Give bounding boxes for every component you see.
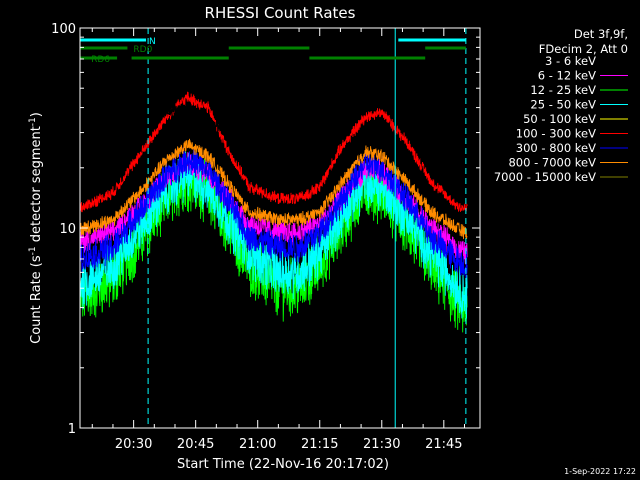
series-line [80, 91, 468, 213]
legend-entry-label: 800 - 7000 keV [508, 156, 596, 170]
footer-date: 1-Sep-2022 17:22 [564, 467, 636, 476]
flag-label: RD6 [91, 55, 110, 65]
chart-title: RHESSI Count Rates [205, 4, 356, 22]
x-tick-label: 21:15 [301, 437, 338, 452]
legend-entry-label: 7000 - 15000 keV [494, 170, 596, 184]
x-tick-label: 21:00 [239, 437, 276, 452]
flag-label: N [149, 37, 156, 47]
legend-header: Det 3f,9f, [574, 27, 628, 41]
series-line [80, 147, 468, 282]
flag-label: RD0 [133, 45, 152, 55]
series-line [80, 151, 468, 319]
x-tick-label: 20:45 [177, 437, 214, 452]
x-tick-label: 21:45 [425, 437, 462, 452]
x-tick-label: 20:30 [115, 437, 152, 452]
series-line [80, 138, 468, 240]
legend-entry-label: 100 - 300 keV [516, 127, 596, 141]
x-axis-label: Start Time (22-Nov-16 20:17:02) [177, 457, 389, 472]
legend-entry-label: 12 - 25 keV [530, 83, 596, 97]
legend-entry-label: 6 - 12 keV [538, 69, 596, 83]
y-tick-label: 10 [59, 222, 76, 237]
legend-header: FDecim 2, Att 0 [539, 42, 628, 56]
y-tick-label: 100 [51, 22, 76, 37]
x-tick-label: 21:30 [363, 437, 400, 452]
y-axis-label: Count Rate (s-1 detector segment-1) [28, 112, 44, 344]
legend-entry-label: 25 - 50 keV [530, 98, 596, 112]
legend-entry-label: 300 - 800 keV [516, 141, 596, 155]
series-line [80, 87, 468, 163]
y-tick-label: 1 [68, 422, 76, 437]
legend-entry-label: 50 - 100 keV [523, 112, 596, 126]
legend-entry-label: 3 - 6 keV [545, 54, 596, 68]
